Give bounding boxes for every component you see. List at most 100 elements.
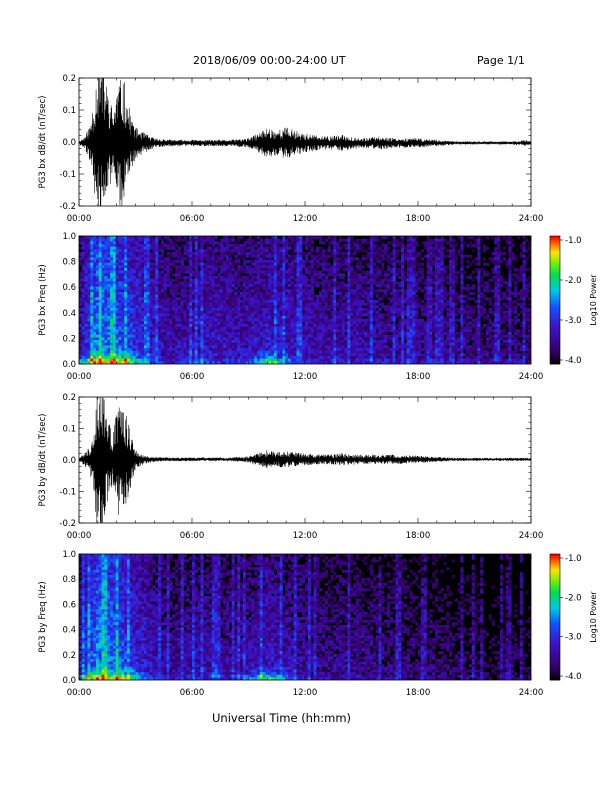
spectrogram-cell xyxy=(93,244,97,248)
spectrogram-cell xyxy=(203,340,207,344)
spectrogram-cell xyxy=(124,252,128,256)
spectrogram-cell xyxy=(93,342,97,346)
spectrogram-cell xyxy=(251,300,255,304)
spectrogram-cell xyxy=(95,265,100,269)
spectrogram-cell xyxy=(214,236,218,240)
spectrogram-cell xyxy=(214,284,218,288)
spectrogram-cell xyxy=(259,286,264,290)
spectrogram-cell xyxy=(93,345,97,349)
spectrogram-cell xyxy=(115,348,119,352)
spectrogram-cell xyxy=(392,273,396,277)
spectrogram-cell xyxy=(149,262,153,266)
spectrogram-cell xyxy=(242,308,247,312)
spectrogram-cell xyxy=(192,342,196,346)
spectrogram-cell xyxy=(146,313,151,317)
spectrogram-cell xyxy=(288,281,292,285)
spectrogram-cell xyxy=(87,244,91,248)
spectrogram-cell xyxy=(87,358,91,362)
spectrogram-cell xyxy=(355,324,360,328)
spectrogram-cell xyxy=(169,358,173,362)
spectrogram-cell xyxy=(381,324,385,328)
spectrogram-cell xyxy=(129,329,134,333)
spectrogram-cell xyxy=(95,286,100,290)
spectrogram-cell xyxy=(166,324,170,328)
spectrogram-cell xyxy=(234,345,238,349)
spectrogram-cell xyxy=(231,246,235,250)
spectrogram-cell xyxy=(316,318,320,322)
spectrogram-cell xyxy=(192,332,196,336)
spectrogram-cell xyxy=(344,361,348,364)
spectrogram-cell xyxy=(172,294,176,298)
spectrogram-cell xyxy=(350,305,354,309)
spectrogram-cell xyxy=(282,254,286,258)
spectrogram-cell xyxy=(333,308,337,312)
spectrogram-cell xyxy=(361,350,365,354)
spectrogram-cell xyxy=(259,300,264,304)
spectrogram-cell xyxy=(124,334,128,338)
spectrogram-cell xyxy=(276,334,280,338)
spectrogram-cell xyxy=(302,241,306,245)
spectrogram-cell xyxy=(336,316,340,320)
spectrogram-cell xyxy=(392,278,396,282)
spectrogram-cell xyxy=(214,348,218,352)
spectrogram-cell xyxy=(364,254,368,258)
spectrogram-cell xyxy=(135,246,139,250)
spectrogram-cell xyxy=(115,345,119,349)
spectrogram-cell xyxy=(271,340,275,344)
spectrogram-cell xyxy=(367,281,371,285)
spectrogram-cell xyxy=(95,326,100,330)
spectrogram-cell xyxy=(101,241,105,245)
spectrogram-cell xyxy=(302,321,306,325)
spectrogram-cell xyxy=(333,313,337,317)
spectrogram-cell xyxy=(240,268,244,272)
spectrogram-cell xyxy=(110,236,114,240)
spectrogram-cell xyxy=(307,342,312,346)
spectrogram-cell xyxy=(344,297,348,301)
spectrogram-cell xyxy=(231,249,235,253)
spectrogram-cell xyxy=(313,350,317,354)
spectrogram-cell xyxy=(146,294,151,298)
spectrogram-cell xyxy=(166,236,170,240)
spectrogram-cell xyxy=(367,316,371,320)
spectrogram-cell xyxy=(254,289,258,293)
spectrogram-cell xyxy=(146,345,151,349)
spectrogram-cell xyxy=(132,361,136,364)
spectrogram-cell xyxy=(355,238,360,242)
spectrogram-cell xyxy=(172,329,176,333)
spectrogram-cell xyxy=(194,238,199,242)
spectrogram-cell xyxy=(160,281,165,285)
spectrogram-cell xyxy=(129,321,134,325)
spectrogram-cell xyxy=(375,300,379,304)
spectrogram-cell xyxy=(316,262,320,266)
spectrogram-cell xyxy=(180,356,184,360)
spectrogram-cell xyxy=(364,289,368,293)
spectrogram-cell xyxy=(344,358,348,362)
spectrogram-cell xyxy=(327,262,331,266)
spectrogram-cell xyxy=(327,334,331,338)
spectrogram-cell xyxy=(296,318,300,322)
spectrogram-cell xyxy=(172,241,176,245)
spectrogram-cell xyxy=(200,321,204,325)
spectrogram-cell xyxy=(223,265,227,269)
spectrogram-cell xyxy=(135,270,139,274)
spectrogram-cell xyxy=(231,302,235,306)
spectrogram-cell xyxy=(197,238,201,242)
spectrogram-cell xyxy=(132,302,136,306)
spectrogram-cell xyxy=(333,353,337,357)
spectrogram-cell xyxy=(220,313,224,317)
spectrogram-cell xyxy=(316,252,320,256)
spectrogram-cell xyxy=(101,348,105,352)
spectrogram-cell xyxy=(389,284,393,288)
spectrogram-cell xyxy=(121,270,125,274)
spectrogram-cell xyxy=(347,244,351,248)
spectrogram-cell xyxy=(141,284,145,288)
spectrogram-cell xyxy=(186,321,190,325)
spectrogram-cell xyxy=(98,289,103,293)
spectrogram-cell xyxy=(245,286,249,290)
spectrogram-cell xyxy=(251,321,255,325)
spectrogram-cell xyxy=(265,289,269,293)
spectrogram-cell xyxy=(90,254,94,258)
spectrogram-cell xyxy=(197,324,201,328)
spectrogram-cell xyxy=(310,260,314,264)
spectrogram-cell xyxy=(324,297,328,301)
